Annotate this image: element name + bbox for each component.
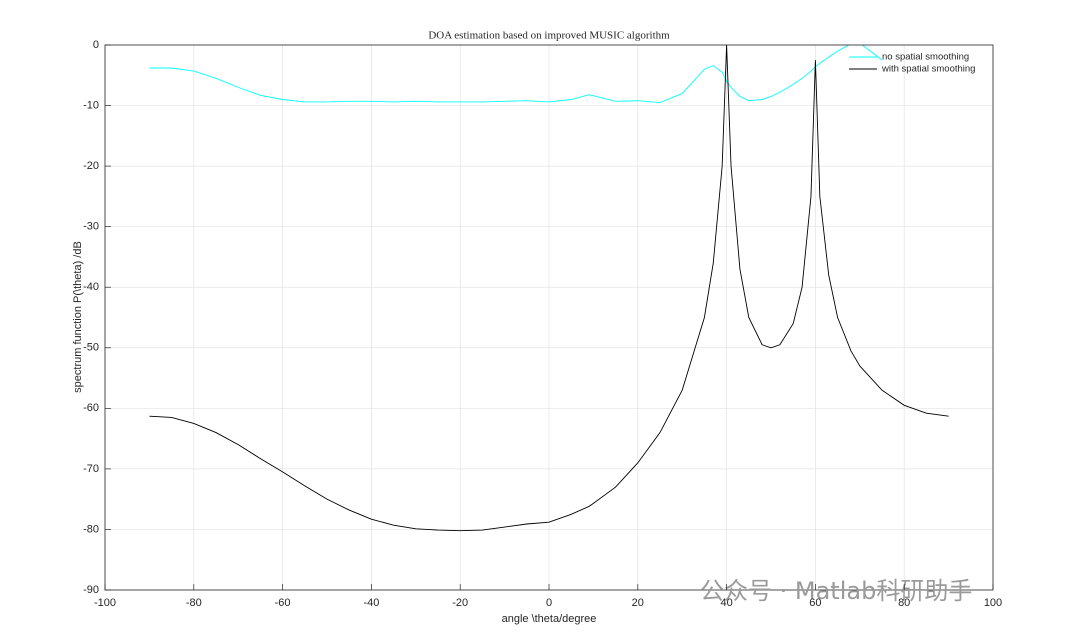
- x-tick-label: 40: [720, 597, 732, 609]
- x-tick-label: 100: [984, 597, 1002, 609]
- y-tick-label: -30: [83, 221, 99, 233]
- x-tick-label: 60: [809, 597, 821, 609]
- legend-label: no spatial smoothing: [882, 52, 969, 63]
- x-tick-label: -40: [363, 597, 379, 609]
- x-tick-label: 80: [898, 597, 910, 609]
- chart-title: DOA estimation based on improved MUSIC a…: [428, 30, 670, 42]
- y-tick-label: -40: [83, 281, 99, 293]
- x-tick-label: -20: [452, 597, 468, 609]
- x-tick-label: 20: [632, 597, 644, 609]
- x-tick-label: -60: [275, 597, 291, 609]
- y-tick-label: -20: [83, 160, 99, 172]
- y-tick-label: -90: [83, 584, 99, 596]
- x-axis-label: angle \theta/degree: [502, 613, 597, 625]
- x-tick-label: -100: [94, 597, 116, 609]
- lines: [149, 45, 949, 532]
- y-tick-label: -60: [83, 402, 99, 414]
- y-tick-label: -80: [83, 523, 99, 535]
- y-axis-label: spectrum function P(\theta) /dB: [72, 241, 84, 393]
- y-tick-label: -70: [83, 463, 99, 475]
- watermark: 公众号 · Matlab科研助手: [700, 577, 972, 605]
- series-line: [149, 45, 883, 103]
- y-tick-label: -50: [83, 342, 99, 354]
- legend-label: with spatial smoothing: [881, 64, 975, 75]
- x-tick-label: -80: [186, 597, 202, 609]
- y-tick-label: 0: [93, 39, 99, 51]
- series-line: [149, 45, 949, 532]
- x-tick-label: 0: [546, 597, 552, 609]
- y-tick-label: -10: [83, 99, 99, 111]
